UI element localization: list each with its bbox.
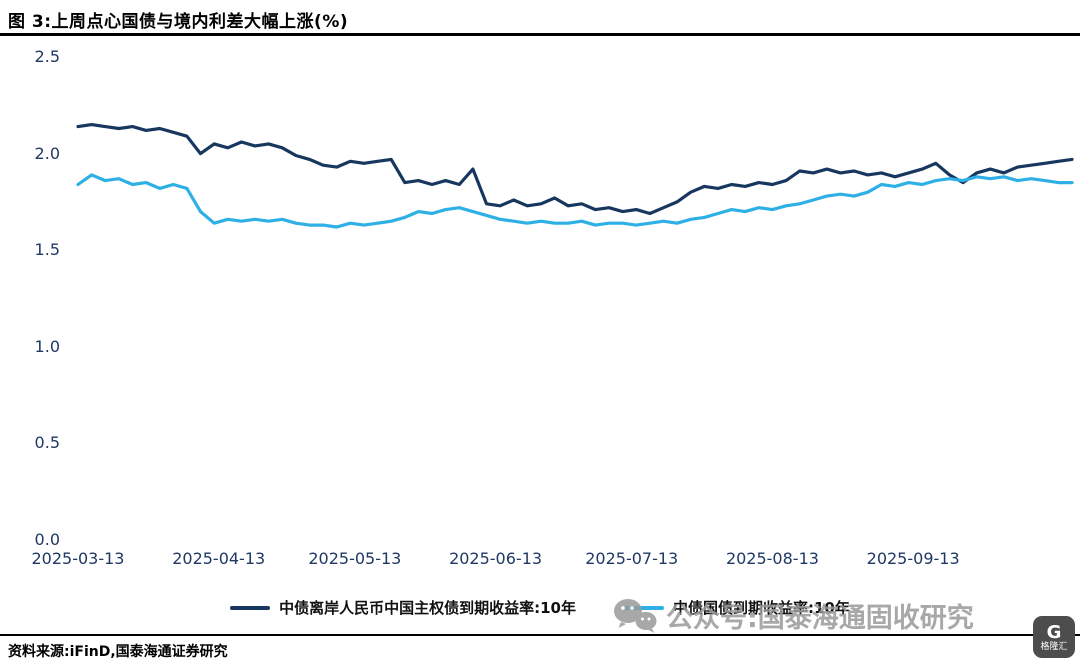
source-note: 资料来源:iFinD,国泰海通证券研究 <box>8 644 228 660</box>
y-axis-tick-label: 0.0 <box>34 530 60 549</box>
figure-title: 图 3:上周点心国债与境内利差大幅上涨(%) <box>8 12 349 32</box>
x-axis-tick-label: 2025-03-13 <box>31 549 125 568</box>
gelonghui-logo: G 格隆汇 <box>1033 616 1075 658</box>
series-line-offshore-cny-china-sovereign-10y <box>76 122 1074 216</box>
legend-entry-offshore: 中债离岸人民币中国主权债到期收益率:10年 <box>230 597 576 618</box>
y-axis-tick-label: 2.0 <box>34 143 60 163</box>
x-axis-tick-label: 2025-04-13 <box>172 549 266 568</box>
legend-line-swatch-navy <box>230 605 271 610</box>
legend-line-swatch-lightblue <box>624 605 664 610</box>
y-axis-tick-label: 1.0 <box>34 336 60 356</box>
x-axis-tick-label: 2025-07-13 <box>585 549 679 568</box>
y-axis-tick-label: 0.5 <box>34 433 60 453</box>
gelonghui-logo-letter: G <box>1046 621 1062 643</box>
legend-label-onshore: 中债国债到期收益率:10年 <box>673 599 850 617</box>
series-line-onshore-cgb-10y <box>76 173 1074 229</box>
legend-label-offshore: 中债离岸人民币中国主权债到期收益率:10年 <box>279 599 576 617</box>
x-axis-tick-label: 2025-09-13 <box>866 549 960 568</box>
y-axis-tick-label: 2.5 <box>34 47 60 66</box>
legend-entry-onshore: 中债国债到期收益率:10年 <box>624 597 850 618</box>
x-axis-tick-label: 2025-08-13 <box>725 549 819 568</box>
y-axis-tick-label: 1.5 <box>34 240 60 260</box>
footer-divider <box>0 634 1080 636</box>
chart-legend: 中债离岸人民币中国主权债到期收益率:10年 中债国债到期收益率:10年 <box>0 597 1080 618</box>
x-axis-tick-label: 2025-06-13 <box>449 549 543 568</box>
title-divider <box>0 33 1080 36</box>
gelonghui-logo-label: 格隆汇 <box>1040 641 1068 652</box>
x-axis-tick-label: 2025-05-13 <box>308 549 402 568</box>
